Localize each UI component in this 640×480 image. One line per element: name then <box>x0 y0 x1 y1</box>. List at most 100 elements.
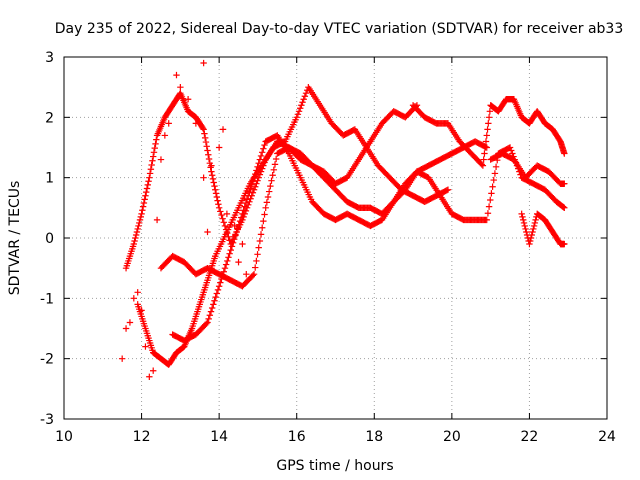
data-point <box>136 219 143 227</box>
series-track-g <box>487 150 568 187</box>
data-point <box>142 343 149 350</box>
data-point <box>532 216 539 224</box>
x-tick-label: 10 <box>55 429 73 445</box>
data-point <box>144 181 151 189</box>
data-point <box>252 183 259 190</box>
data-point <box>527 234 535 242</box>
data-point <box>271 161 279 168</box>
data-point <box>122 325 130 332</box>
data-point <box>298 102 305 109</box>
y-tick-label: -3 <box>40 412 54 428</box>
data-point <box>233 228 240 236</box>
data-point <box>270 166 278 174</box>
data-point <box>491 170 499 177</box>
data-point <box>229 239 237 247</box>
data-point <box>268 177 275 184</box>
data-point <box>199 124 207 132</box>
data-point <box>205 151 212 158</box>
data-point <box>213 193 221 201</box>
y-tick-label: -1 <box>40 291 54 307</box>
data-point <box>488 190 495 197</box>
data-point <box>241 203 248 210</box>
data-point <box>256 237 264 245</box>
data-point <box>150 149 158 156</box>
data-point <box>253 180 260 187</box>
data-point <box>272 155 280 163</box>
data-point <box>254 177 261 184</box>
data-point <box>526 240 533 248</box>
data-point <box>239 210 246 218</box>
data-point <box>255 244 262 251</box>
data-point <box>184 96 192 103</box>
data-point <box>203 320 210 327</box>
data-point <box>252 264 259 271</box>
data-point <box>263 199 271 206</box>
data-point <box>220 219 227 226</box>
data-point <box>302 90 310 97</box>
data-point <box>207 308 215 315</box>
chart-title: Day 235 of 2022, Sidereal Day-to-day VTE… <box>55 21 624 37</box>
data-point <box>208 172 216 179</box>
data-point <box>149 157 156 164</box>
data-point <box>443 187 451 194</box>
data-point <box>211 182 218 190</box>
data-point <box>217 279 224 286</box>
data-point <box>161 132 169 139</box>
data-point <box>529 228 536 236</box>
data-point <box>150 153 157 160</box>
data-point <box>173 71 180 79</box>
series-track-f <box>518 210 568 248</box>
data-point <box>483 216 490 224</box>
data-point <box>301 93 309 100</box>
data-point <box>258 149 266 156</box>
data-point <box>232 232 239 239</box>
y-axis-label: SDTVAR / TECUs <box>7 181 23 296</box>
data-point <box>249 272 257 279</box>
data-point <box>204 147 211 154</box>
data-point <box>137 213 144 221</box>
data-point <box>219 215 226 222</box>
data-point <box>217 208 224 215</box>
data-point <box>213 290 221 297</box>
data-point <box>136 216 144 224</box>
data-point <box>221 264 229 272</box>
data-point <box>483 132 490 139</box>
data-point <box>561 150 568 157</box>
data-point <box>150 367 157 374</box>
data-point <box>267 182 274 190</box>
data-point <box>118 355 126 362</box>
data-point <box>204 319 211 326</box>
data-point <box>212 190 220 197</box>
data-point <box>258 224 266 231</box>
data-point <box>484 126 491 133</box>
data-point <box>202 138 210 146</box>
data-point <box>256 156 264 163</box>
y-tick-label: 1 <box>45 171 54 187</box>
data-point <box>211 297 218 304</box>
data-point <box>531 219 539 227</box>
data-point <box>261 141 268 149</box>
data-point <box>490 176 497 184</box>
data-point <box>219 126 227 133</box>
data-point <box>135 222 142 230</box>
data-point <box>294 111 302 118</box>
data-point <box>527 237 534 245</box>
data-point <box>561 240 568 248</box>
data-point <box>142 192 149 199</box>
data-point <box>264 193 272 201</box>
data-point <box>480 156 487 163</box>
data-point <box>140 199 148 207</box>
data-point <box>240 207 247 214</box>
data-point <box>205 315 212 323</box>
data-point <box>257 231 265 238</box>
x-tick-label: 18 <box>365 429 383 445</box>
data-point <box>209 175 217 183</box>
data-point <box>212 186 219 193</box>
data-point <box>210 301 217 308</box>
x-tick-label: 12 <box>133 429 151 445</box>
data-point <box>130 295 138 302</box>
data-point <box>530 222 538 230</box>
data-point <box>520 219 528 227</box>
